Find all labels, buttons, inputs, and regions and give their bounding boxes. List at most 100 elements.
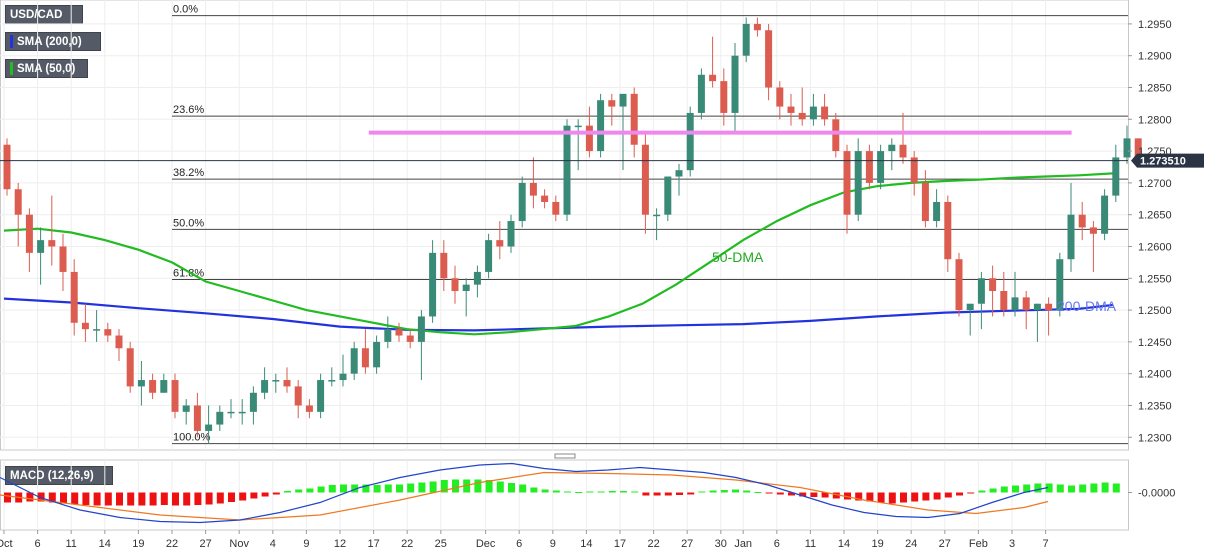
candle-down [14, 189, 22, 215]
candle-down [720, 81, 728, 113]
moving-averages [3, 172, 1113, 336]
candle-down [496, 240, 504, 247]
candle-down [630, 93, 638, 145]
macd-bar-pos [1090, 483, 1098, 493]
macd-bar-pos [732, 489, 739, 493]
macd-bar-neg [172, 492, 179, 506]
macd-bar-pos [485, 480, 493, 493]
macd-bar-neg [832, 492, 840, 499]
candle-up [877, 151, 885, 183]
candle-down [294, 386, 302, 406]
candle-down [1089, 227, 1097, 234]
macd-bar-pos [440, 480, 448, 493]
candle-down [821, 106, 829, 120]
candle-down [126, 348, 134, 387]
candle-down [149, 380, 157, 393]
candle-down [843, 151, 851, 215]
fib-label: 100.0% [173, 432, 211, 444]
macd-bar-pos [384, 484, 392, 493]
macd-bar-neg [944, 492, 952, 498]
macd-bar-pos [575, 492, 583, 493]
x-tick-label: Feb [969, 538, 988, 550]
candle-up [653, 214, 661, 217]
macd-bar-neg [48, 492, 56, 503]
candle-up [664, 176, 672, 215]
macd-bar-pos [1023, 484, 1031, 493]
y-tick-label: 1.2550 [1138, 273, 1172, 285]
candle-down [765, 30, 773, 88]
macd-bar-pos [631, 491, 639, 493]
macd-bar-neg [866, 492, 874, 502]
macd-bar-neg [765, 492, 773, 494]
macd-bar-neg [228, 492, 235, 502]
macd-bar-neg [967, 492, 975, 494]
x-tick-label: 22 [166, 538, 178, 550]
dma50-note: 50-DMA [712, 249, 764, 265]
macd-bar-neg [653, 492, 661, 496]
candle-down [3, 144, 11, 190]
candle-up [350, 348, 358, 374]
macd-bar-pos [496, 481, 504, 493]
candle-up [1011, 297, 1019, 311]
x-tick-label: 6 [774, 538, 780, 550]
macd-bar-neg [194, 492, 202, 505]
candle-down [81, 322, 89, 330]
fib-label: 50.0% [173, 217, 204, 229]
macd-bar-pos [1101, 482, 1109, 493]
candle-down [1022, 297, 1030, 311]
candle-down [104, 329, 112, 336]
macd-bar-pos [452, 479, 459, 493]
y-tick-label: 1.2450 [1138, 337, 1172, 349]
candle-up [563, 125, 571, 215]
macd-bar-neg [687, 492, 695, 495]
candle-down [1134, 138, 1142, 161]
candle-down [440, 252, 448, 279]
x-tick-label: 11 [805, 538, 816, 550]
candle-down [955, 259, 963, 311]
candle-up [429, 252, 437, 317]
y-tick-label: 1.2400 [1138, 369, 1172, 381]
sma200-label[interactable]: SMA (200,0) [5, 32, 101, 51]
macd-zero-label: -0.0000 [1138, 488, 1175, 500]
candle-up [205, 424, 213, 431]
sma50-swatch [10, 62, 13, 76]
macd-bar-pos [373, 485, 381, 493]
macd-bar-neg [788, 492, 795, 496]
macd-bar-pos [362, 484, 370, 493]
x-tick-label: 17 [367, 538, 379, 550]
sma50-label[interactable]: SMA (50,0) [5, 59, 88, 78]
y-tick-label: 1.2850 [1138, 82, 1172, 94]
candle-down [552, 201, 560, 215]
macd-bar-neg [160, 492, 168, 505]
y-tick-label: 1.2900 [1138, 51, 1172, 63]
x-tick-label: 11 [65, 538, 76, 550]
sma200-swatch [10, 35, 13, 49]
macd-bar-pos [351, 484, 359, 493]
axes: Oct 6 11 14 19 22 27 Nov 4 9 12 17 22 25 Dec 6 9 14 17 22 27… [0, 19, 1175, 550]
macd-bar-neg [664, 492, 672, 496]
candle-up [977, 278, 985, 304]
macd-bar-pos [989, 488, 997, 493]
candle-up [485, 240, 493, 272]
macd-bar-neg [71, 492, 79, 505]
candle-up [1056, 259, 1064, 311]
macd-bar-neg [4, 492, 11, 503]
macd-bar-neg [149, 492, 157, 506]
candle-up [238, 411, 246, 414]
macd-bar-pos [429, 481, 437, 493]
macd-bar-pos [340, 484, 347, 493]
x-tick-label: 3 [1009, 538, 1015, 550]
x-tick-label: 17 [614, 538, 626, 550]
candle-up [261, 380, 269, 393]
candle-up [966, 303, 974, 311]
macd-bar-neg [127, 492, 135, 506]
x-tick-label: Dec [476, 538, 496, 550]
pane-splitter-handle [554, 453, 576, 459]
x-tick-label: Nov [229, 538, 249, 550]
candle-down [865, 151, 873, 183]
x-tick-label: 14 [838, 538, 850, 550]
macd-label[interactable]: MACD (12,26,9) [5, 466, 113, 485]
macd-bar-neg [272, 492, 280, 495]
candle-down [529, 182, 537, 196]
